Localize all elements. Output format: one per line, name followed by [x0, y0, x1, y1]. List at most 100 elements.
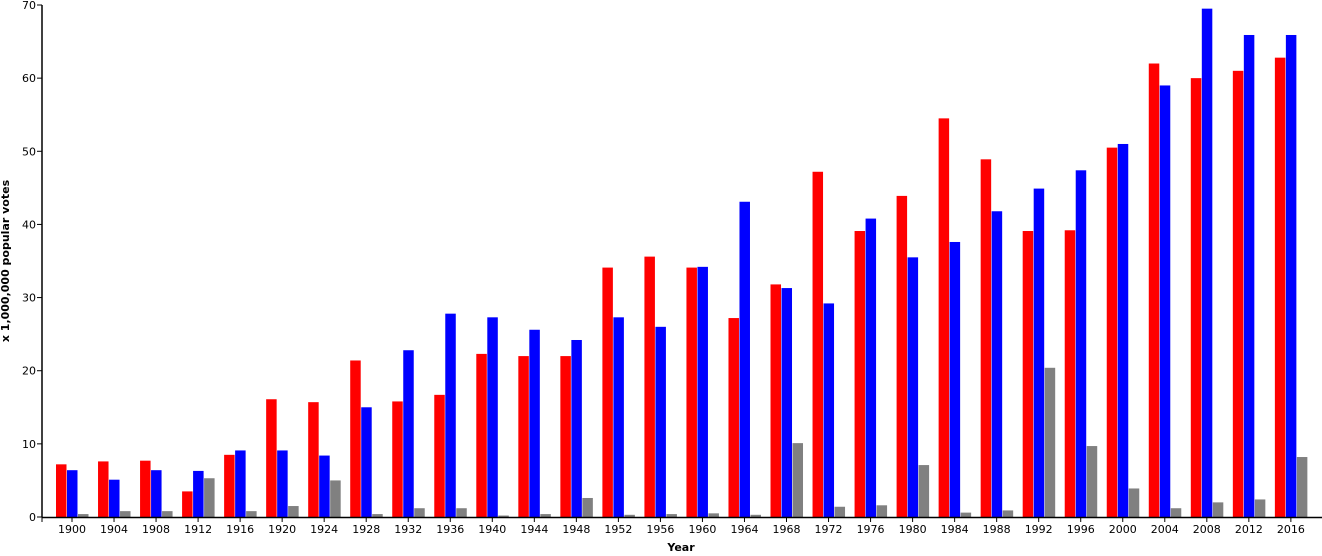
bar-2012-series-2: [1243, 34, 1255, 517]
bar-1936-series-1: [434, 394, 445, 517]
bar-1996-series-1: [1064, 230, 1076, 517]
bar-1940-series-3: [498, 515, 509, 517]
bar-1928-series-3: [372, 514, 383, 517]
bar-1920-series-3: [288, 506, 299, 517]
bar-2016-series-3: [1296, 457, 1308, 517]
bar-1912-series-2: [193, 470, 204, 517]
bar-1996-series-3: [1086, 446, 1098, 517]
bar-1920-series-1: [266, 399, 277, 517]
bar-1940-series-1: [476, 353, 487, 517]
bar-1944-series-1: [518, 356, 529, 517]
x-tick-label: 1968: [773, 523, 801, 536]
x-tick-label: 1984: [941, 523, 969, 536]
bar-1904-series-1: [98, 461, 109, 517]
x-tick-label: 1948: [562, 523, 590, 536]
bars: [56, 8, 1308, 518]
x-tick-label: 2004: [1151, 523, 1179, 536]
bar-1932-series-3: [414, 508, 425, 517]
bar-1976-series-1: [854, 231, 866, 518]
x-axis-title: Year: [666, 541, 695, 552]
x-tick-label: 1992: [1025, 523, 1053, 536]
y-tick-label: 70: [22, 0, 36, 12]
bar-1900-series-3: [78, 514, 89, 517]
bar-1924-series-3: [330, 480, 341, 517]
bar-2004-series-1: [1148, 63, 1160, 518]
bar-1972-series-1: [812, 171, 824, 517]
x-tick-label: 1960: [688, 523, 716, 536]
bar-1972-series-3: [834, 506, 846, 517]
x-tick-label: 1940: [478, 523, 506, 536]
bar-1952-series-1: [602, 267, 613, 517]
bar-1948-series-1: [560, 356, 571, 517]
x-tick-label: 1912: [184, 523, 212, 536]
bar-1960-series-3: [708, 513, 719, 517]
x-tick-label: 1980: [899, 523, 927, 536]
bar-1928-series-2: [361, 407, 372, 517]
y-tick-label: 40: [22, 218, 36, 231]
bar-1908-series-1: [140, 460, 151, 517]
bar-1964-series-2: [739, 201, 750, 518]
y-tick-label: 30: [22, 292, 36, 305]
bar-1924-series-1: [308, 402, 319, 517]
bar-1960-series-1: [686, 267, 697, 517]
bar-1980-series-1: [896, 195, 908, 517]
x-axis: 1900 1904 1908 1912 1916 1920 1924 1928 1932 1936…: [41, 516, 1322, 536]
bar-1952-series-2: [613, 317, 624, 517]
bar-1908-series-3: [162, 511, 173, 517]
x-tick-label: 1920: [268, 523, 296, 536]
bar-1956-series-3: [666, 514, 677, 517]
bar-1968-series-1: [770, 284, 782, 517]
y-axis: 0 10 20 30 40 50 60 70: [22, 0, 43, 524]
bar-1916-series-2: [235, 450, 246, 517]
bar-2000-series-1: [1106, 147, 1118, 517]
y-tick-label: 50: [22, 145, 36, 158]
x-tick-label: 2016: [1277, 523, 1305, 536]
bar-1904-series-3: [120, 511, 131, 517]
bar-1944-series-3: [540, 514, 551, 517]
bar-2012-series-3: [1254, 499, 1266, 517]
bar-1912-series-3: [204, 478, 215, 517]
bar-1916-series-3: [246, 511, 257, 517]
bar-2012-series-1: [1232, 70, 1244, 517]
bar-1992-series-3: [1044, 367, 1056, 517]
x-tick-label: 2000: [1109, 523, 1137, 536]
bar-1936-series-2: [445, 313, 456, 517]
x-tick-label: 1900: [58, 523, 86, 536]
bar-1928-series-1: [350, 360, 361, 517]
x-tick-label: 1924: [310, 523, 338, 536]
bar-1976-series-3: [876, 505, 888, 517]
bar-1996-series-2: [1075, 170, 1087, 517]
bar-1940-series-2: [487, 317, 498, 517]
bar-2008-series-3: [1212, 502, 1224, 517]
bar-1912-series-1: [182, 491, 193, 517]
x-tick-label: 1908: [142, 523, 170, 536]
x-tick-label: 2008: [1193, 523, 1221, 536]
bar-1984-series-3: [960, 512, 972, 517]
y-axis-title: x 1,000,000 popular votes: [0, 179, 12, 342]
x-tick-label: 1976: [857, 523, 885, 536]
bar-1976-series-2: [865, 218, 877, 517]
bar-1968-series-2: [781, 288, 793, 517]
bar-1980-series-3: [918, 465, 930, 517]
bar-1972-series-2: [823, 303, 835, 517]
bar-1980-series-2: [907, 257, 919, 517]
bar-2004-series-2: [1159, 85, 1171, 517]
bar-2008-series-2: [1201, 8, 1213, 518]
bar-1944-series-2: [529, 329, 540, 517]
y-tick-label: 0: [29, 511, 36, 524]
bar-1964-series-1: [728, 318, 739, 517]
bar-1932-series-1: [392, 401, 403, 517]
bar-1988-series-1: [980, 159, 992, 517]
bar-1956-series-2: [655, 326, 666, 517]
bar-1960-series-2: [697, 266, 708, 517]
bar-2016-series-2: [1285, 34, 1297, 517]
x-tick-label: 1952: [604, 523, 632, 536]
bar-1992-series-2: [1033, 188, 1045, 518]
y-tick-label: 20: [22, 365, 36, 378]
bar-1924-series-2: [319, 455, 330, 517]
bar-1900-series-1: [56, 464, 67, 517]
bar-1988-series-3: [1002, 510, 1014, 517]
x-tick-label: 1944: [520, 523, 548, 536]
bar-1920-series-2: [277, 450, 288, 517]
